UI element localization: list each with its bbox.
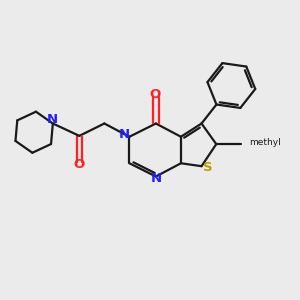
Text: O: O xyxy=(73,158,84,171)
Text: O: O xyxy=(150,88,161,101)
Text: N: N xyxy=(151,172,162,185)
Text: N: N xyxy=(118,128,130,142)
Text: N: N xyxy=(47,113,58,127)
Text: S: S xyxy=(202,161,212,174)
Text: methyl: methyl xyxy=(250,138,281,147)
